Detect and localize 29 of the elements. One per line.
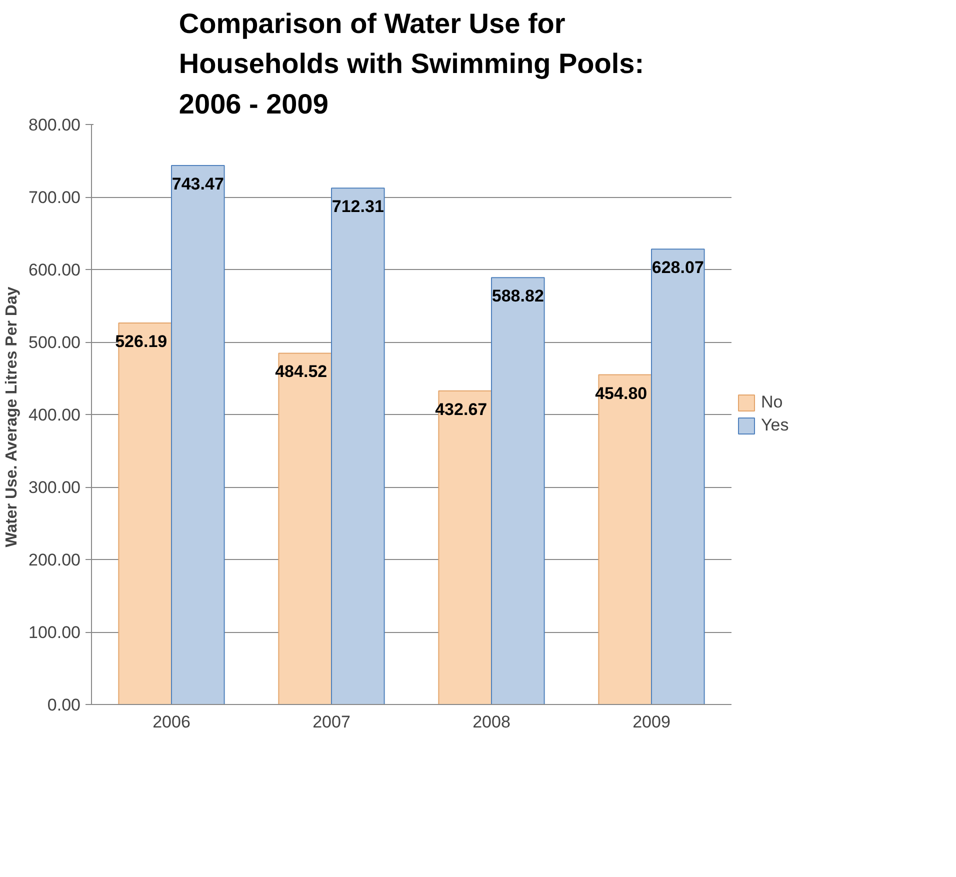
bar <box>171 164 225 704</box>
chart-title: Comparison of Water Use for Households with Swimming Pools: 2006 - 2009 <box>178 8 644 120</box>
data-label: 712.31 <box>332 197 384 216</box>
data-label: 484.52 <box>275 362 328 382</box>
x-tick-label: 2009 <box>632 712 670 732</box>
y-tick-label: 700.00 <box>28 188 81 207</box>
y-tick-label: 400.00 <box>28 406 81 424</box>
y-tick-label: 800.00 <box>28 116 81 134</box>
data-label: 432.67 <box>435 400 488 419</box>
data-label: 743.47 <box>172 174 224 194</box>
data-label: 588.82 <box>492 286 544 306</box>
legend-label: No <box>761 392 783 412</box>
bar <box>651 248 705 704</box>
legend-label: Yes <box>761 416 789 436</box>
x-tick-label: 2007 <box>312 712 350 732</box>
y-tick-label: 300.00 <box>28 478 81 497</box>
y-tick-label: 0.00 <box>47 696 81 714</box>
bar <box>331 188 385 704</box>
y-tick-label: 600.00 <box>28 260 81 280</box>
y-tick-label: 200.00 <box>28 550 81 570</box>
y-tick-label: 100.00 <box>28 623 81 642</box>
data-label: 526.19 <box>115 332 168 352</box>
bar <box>491 277 545 704</box>
data-label: 628.07 <box>652 258 704 278</box>
x-tick-label: 2006 <box>152 712 190 732</box>
y-axis-title: Water Use. Average Litres Per Day <box>4 286 21 548</box>
x-tick-label: 2008 <box>472 712 510 732</box>
y-tick-label: 500.00 <box>28 333 81 352</box>
data-label: 454.80 <box>595 384 648 403</box>
